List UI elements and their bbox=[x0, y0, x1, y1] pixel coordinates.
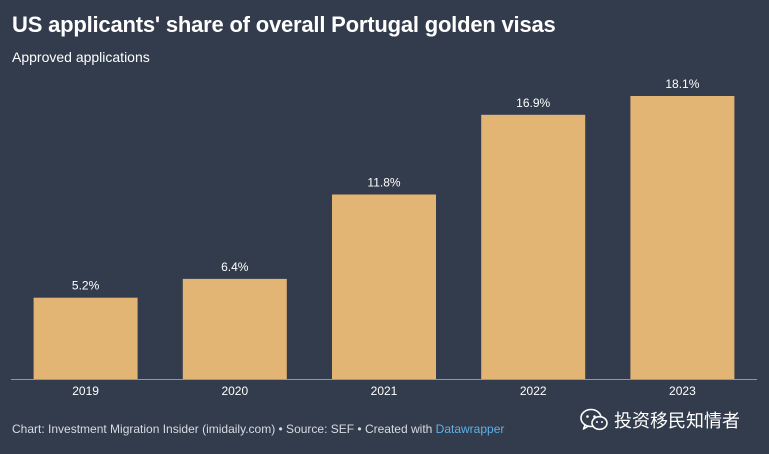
bar-2022 bbox=[481, 114, 586, 380]
chart-subtitle: Approved applications bbox=[12, 49, 150, 65]
bar-2021 bbox=[332, 194, 436, 379]
value-label-2023: 18.1% bbox=[665, 77, 699, 91]
x-tick-label-2023: 2023 bbox=[669, 384, 696, 398]
x-tick-labels-group: 2019 2020 2021 2022 2023 bbox=[72, 384, 696, 398]
wechat-icon bbox=[580, 408, 608, 432]
value-label-2019: 5.2% bbox=[72, 279, 100, 293]
bar-2019 bbox=[33, 297, 138, 379]
bars-group bbox=[33, 96, 735, 380]
x-tick-label-2020: 2020 bbox=[221, 384, 248, 398]
datawrapper-link[interactable]: Datawrapper bbox=[435, 422, 505, 436]
x-tick-label-2022: 2022 bbox=[520, 384, 547, 398]
value-label-2020: 6.4% bbox=[221, 260, 249, 274]
chart-title: US applicants' share of overall Portugal… bbox=[12, 12, 556, 37]
x-tick-label-2021: 2021 bbox=[371, 384, 398, 398]
value-label-2021: 11.8% bbox=[367, 176, 400, 190]
bar-2023 bbox=[630, 96, 735, 379]
x-tick-label-2019: 2019 bbox=[72, 384, 99, 398]
chart-footer: Chart: Investment Migration Insider (imi… bbox=[12, 422, 504, 436]
value-label-2022: 16.9% bbox=[516, 96, 550, 110]
value-labels-group: 5.2% 6.4% 11.8% 16.9% 18.1% bbox=[72, 77, 700, 293]
watermark-text: 投资移民知情者 bbox=[614, 411, 740, 432]
footer-credit: Chart: Investment Migration Insider (imi… bbox=[12, 422, 436, 436]
bar-2020 bbox=[182, 278, 287, 379]
wechat-watermark: 投资移民知情者 bbox=[580, 407, 740, 433]
